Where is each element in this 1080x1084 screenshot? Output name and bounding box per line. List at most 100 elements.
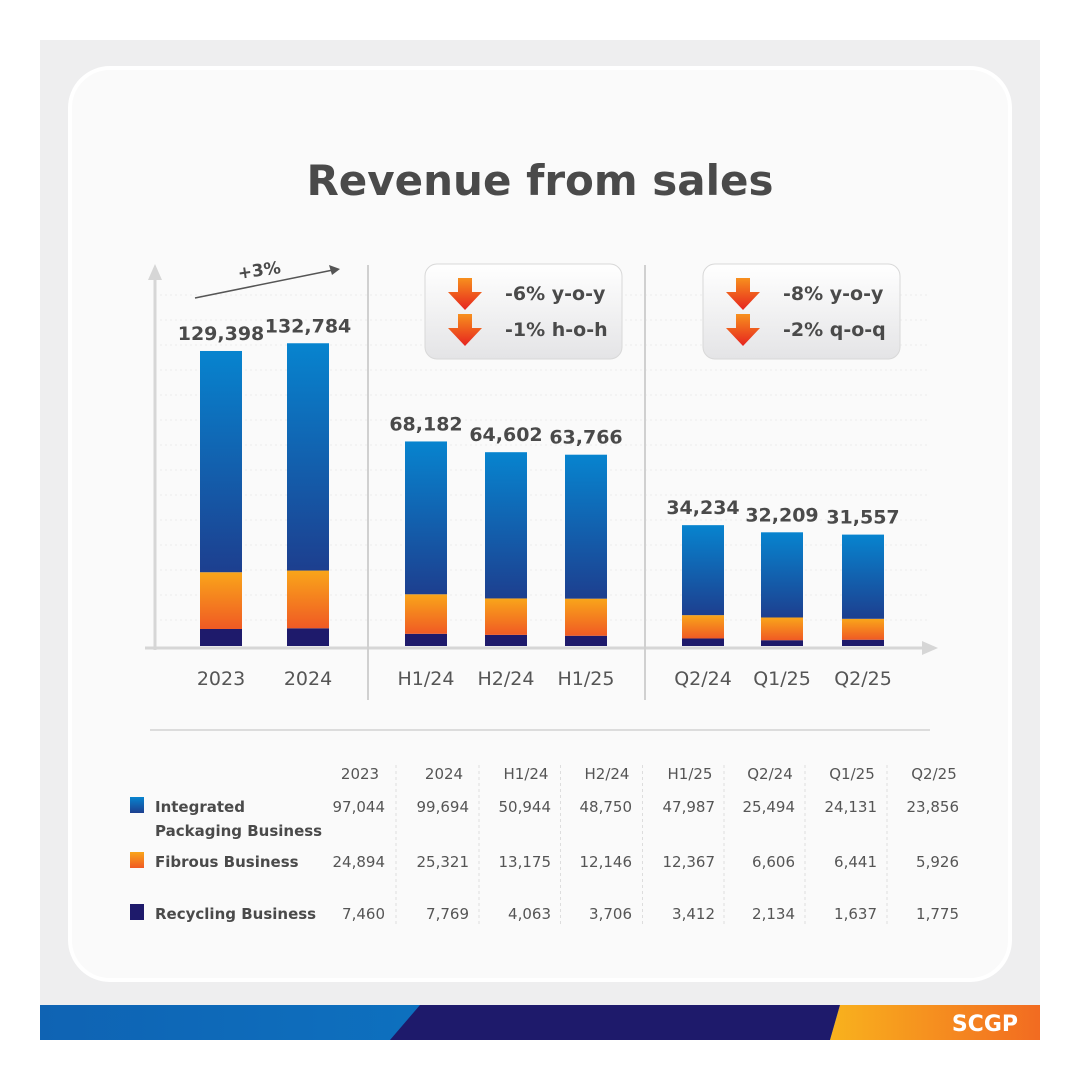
total-label: 132,784	[265, 315, 352, 337]
table-cell: 1,637	[834, 905, 877, 923]
table-cell: 25,321	[417, 853, 470, 871]
bar-integrated-Q2/24	[682, 525, 724, 616]
down-arrow-icon	[448, 314, 482, 346]
y-axis-arrow-icon	[148, 264, 162, 280]
x-tick-label: Q1/25	[753, 668, 811, 690]
x-tick-label: H2/24	[478, 668, 535, 690]
callout-box	[702, 263, 901, 360]
table-cell: 1,775	[916, 905, 959, 923]
bar-integrated-2024	[287, 343, 329, 571]
change-text: -2% q-o-q	[783, 319, 886, 341]
table-header: 2024	[425, 765, 463, 783]
legend-label: Integrated	[155, 798, 245, 816]
total-label: 129,398	[178, 323, 265, 345]
total-label: 34,234	[666, 497, 739, 519]
callout-box	[424, 263, 623, 360]
table-header: H2/24	[585, 765, 630, 783]
table-header: Q2/25	[911, 765, 957, 783]
x-tick-label: 2024	[284, 668, 332, 690]
chart-title: Revenue from sales	[306, 156, 773, 205]
footer-orange-band	[830, 1005, 1040, 1040]
table-cell: 6,441	[834, 853, 877, 871]
legend-label: Fibrous Business	[155, 853, 299, 871]
table-cell: 25,494	[743, 798, 796, 816]
bar-fibrous-2024	[287, 570, 329, 629]
table-cell: 6,606	[752, 853, 795, 871]
legend-swatch	[130, 852, 144, 868]
table-cell: 23,856	[907, 798, 960, 816]
table-cell: 12,146	[580, 853, 633, 871]
bar-integrated-Q1/25	[761, 532, 803, 618]
x-tick-label: 2023	[197, 668, 245, 690]
bar-integrated-H2/24	[485, 452, 527, 599]
table-cell: 3,706	[589, 905, 632, 923]
total-label: 63,766	[549, 427, 622, 449]
bar-recycling-H1/24	[405, 633, 447, 646]
table-header: Q2/24	[747, 765, 793, 783]
bar-integrated-2023	[200, 350, 242, 573]
change-text: -1% h-o-h	[505, 319, 608, 341]
scgp-logo: SCGP	[952, 1012, 1018, 1037]
down-arrow-icon	[448, 278, 482, 310]
change-callout: -6% y-o-y -1% h-o-h	[424, 263, 623, 360]
table-header: Q1/25	[829, 765, 875, 783]
bar-recycling-Q2/24	[682, 638, 724, 646]
footer-navy-band	[390, 1005, 840, 1040]
table-cell: 47,987	[663, 798, 716, 816]
bar-integrated-Q2/25	[842, 534, 884, 619]
bar-fibrous-H1/25	[565, 598, 607, 636]
table-cell: 5,926	[916, 853, 959, 871]
down-arrow-icon	[726, 314, 760, 346]
bar-fibrous-H2/24	[485, 598, 527, 635]
x-tick-label: H1/25	[558, 668, 615, 690]
bar-fibrous-Q2/25	[842, 618, 884, 640]
bar-recycling-2023	[200, 628, 242, 646]
table-header: 2023	[341, 765, 379, 783]
legend-label: Packaging Business	[155, 822, 322, 840]
table-cell: 7,460	[342, 905, 385, 923]
change-text: -8% y-o-y	[783, 283, 884, 305]
table-cell: 97,044	[333, 798, 386, 816]
table-cell: 4,063	[508, 905, 551, 923]
down-arrow-icon	[726, 278, 760, 310]
bar-recycling-H1/25	[565, 635, 607, 646]
bar-integrated-H1/25	[565, 454, 607, 599]
bar-recycling-H2/24	[485, 634, 527, 646]
legend-swatch	[130, 904, 144, 920]
bar-fibrous-Q2/24	[682, 615, 724, 639]
bar-recycling-2024	[287, 628, 329, 646]
table-cell: 3,412	[672, 905, 715, 923]
change-text: -6% y-o-y	[505, 283, 606, 305]
table-cell: 12,367	[663, 853, 716, 871]
total-label: 32,209	[745, 504, 818, 526]
x-tick-label: Q2/25	[834, 668, 892, 690]
table-header: H1/24	[504, 765, 549, 783]
table-cell: 13,175	[499, 853, 552, 871]
table-cell: 24,894	[333, 853, 386, 871]
x-tick-label: Q2/24	[674, 668, 732, 690]
x-tick-label: H1/24	[398, 668, 455, 690]
legend-label: Recycling Business	[155, 905, 316, 923]
x-axis-arrow-icon	[922, 641, 938, 655]
total-label: 68,182	[389, 413, 462, 435]
growth-arrow-line	[194, 269, 334, 299]
total-label: 31,557	[826, 507, 899, 529]
table-header: H1/25	[668, 765, 713, 783]
bar-fibrous-Q1/25	[761, 617, 803, 641]
change-callout: -8% y-o-y -2% q-o-q	[702, 263, 901, 360]
bar-fibrous-H1/24	[405, 594, 447, 634]
bar-recycling-Q2/25	[842, 639, 884, 646]
table-cell: 50,944	[499, 798, 552, 816]
growth-arrow-icon	[329, 265, 340, 275]
bar-integrated-H1/24	[405, 441, 447, 595]
table-cell: 24,131	[825, 798, 878, 816]
bar-recycling-Q1/25	[761, 640, 803, 646]
table-cell: 7,769	[426, 905, 469, 923]
legend-swatch	[130, 797, 144, 813]
bar-fibrous-2023	[200, 572, 242, 629]
total-label: 64,602	[469, 424, 542, 446]
table-cell: 99,694	[417, 798, 470, 816]
table-cell: 2,134	[752, 905, 795, 923]
table-cell: 48,750	[580, 798, 633, 816]
